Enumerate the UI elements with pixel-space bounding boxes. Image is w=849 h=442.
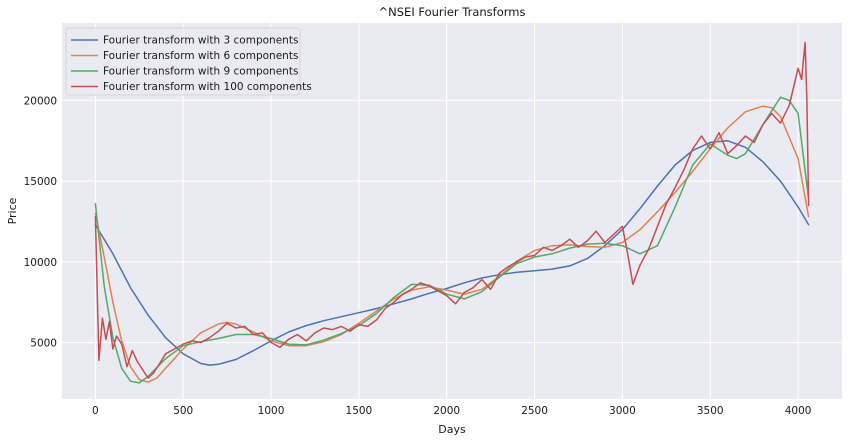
legend-label-0: Fourier transform with 3 components: [103, 35, 298, 47]
chart-title: ^NSEI Fourier Transforms: [379, 5, 526, 19]
series-lines: [94, 41, 810, 384]
x-tick-label-4: 2000: [433, 405, 460, 417]
x-tick-label-3: 1500: [346, 405, 373, 417]
x-tick-label-7: 3500: [697, 405, 724, 417]
y-tick-label-0: 5000: [30, 338, 57, 350]
x-tick-label-8: 4000: [785, 405, 812, 417]
legend-box: [65, 27, 301, 96]
y-tick-label-3: 20000: [24, 95, 57, 107]
legend-label-3: Fourier transform with 100 components: [103, 81, 312, 93]
x-tick-label-6: 3000: [609, 405, 636, 417]
y-axis-label: Price: [6, 197, 19, 224]
legend-label-2: Fourier transform with 9 components: [103, 66, 298, 78]
series-line-2: [94, 96, 810, 384]
x-axis-label: Days: [438, 423, 466, 436]
y-tick-label-1: 10000: [24, 257, 57, 269]
x-tick-label-5: 2500: [521, 405, 548, 417]
x-axis-ticks: 0 500 1000 1500 2000 2500 3000 3500 4000: [92, 405, 811, 417]
legend: Fourier transform with 3 components Fouri…: [65, 27, 312, 96]
series-line-3: [94, 41, 810, 379]
legend-label-1: Fourier transform with 6 components: [103, 50, 298, 62]
series-line-1: [94, 105, 810, 383]
y-axis-ticks: 5000 10000 15000 20000: [24, 95, 57, 349]
x-tick-label-1: 500: [173, 405, 193, 417]
x-tick-label-2: 1000: [258, 405, 285, 417]
y-tick-label-2: 15000: [24, 176, 57, 188]
x-tick-label-0: 0: [92, 405, 99, 417]
